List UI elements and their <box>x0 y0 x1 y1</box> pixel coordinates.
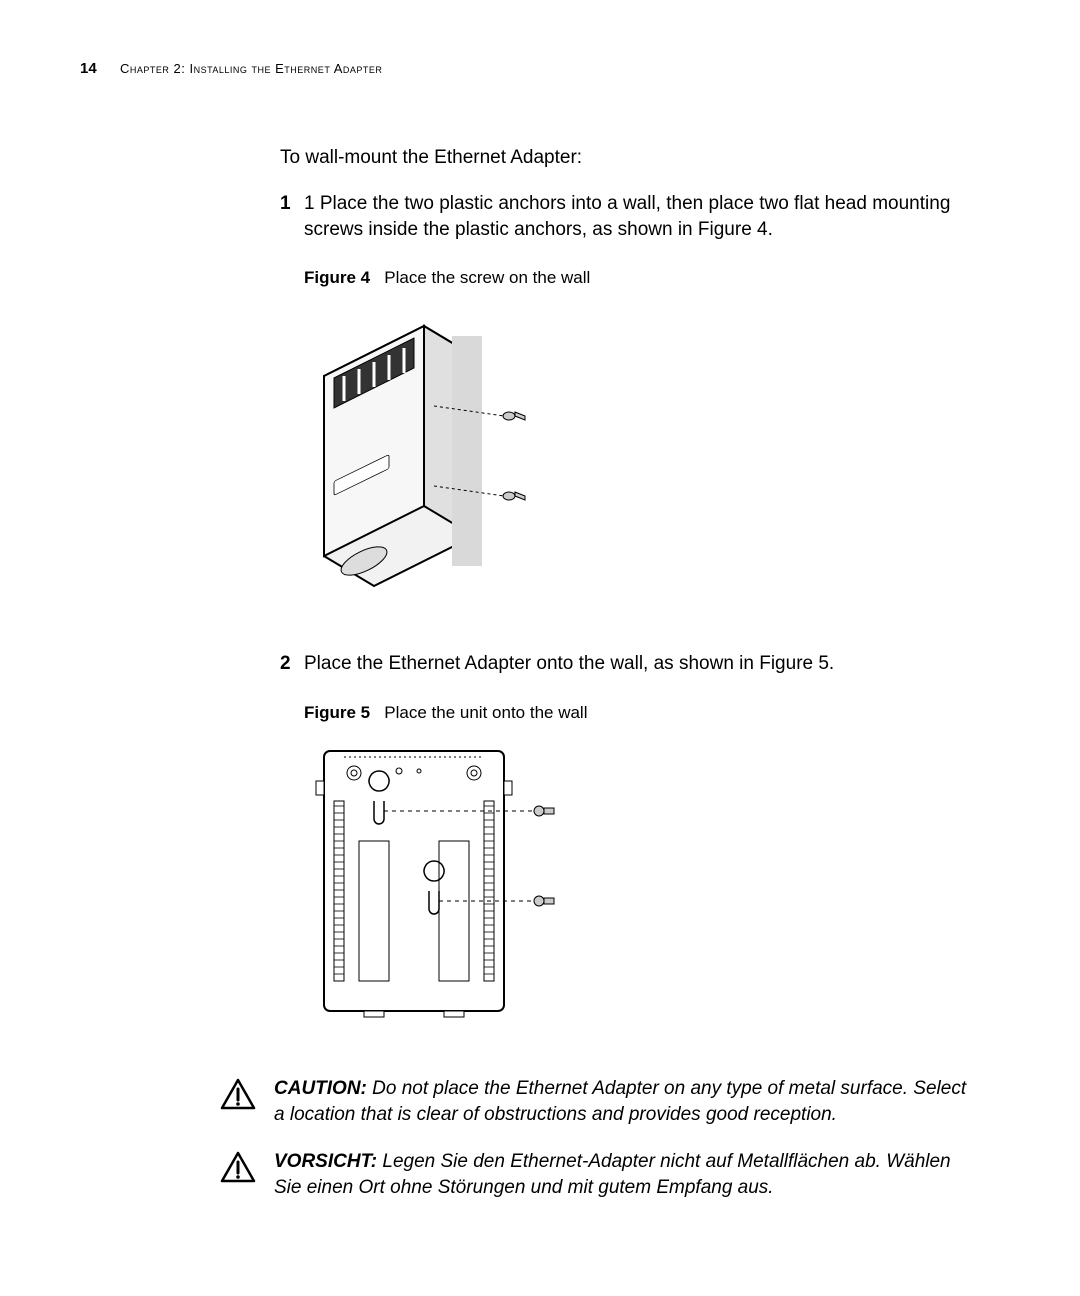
figure-caption-text: Place the unit onto the wall <box>384 703 587 722</box>
page-header: 14 Chapter 2: Installing the Ethernet Ad… <box>80 60 980 77</box>
figure-5-image <box>304 741 980 1036</box>
caution-label: VORSICHT: <box>274 1151 377 1172</box>
step-1: 1 1 Place the two plastic anchors into a… <box>280 191 980 242</box>
figure-5-caption: Figure 5 Place the unit onto the wall <box>304 703 980 723</box>
content-area: To wall-mount the Ethernet Adapter: 1 1 … <box>280 147 980 1200</box>
intro-text: To wall-mount the Ethernet Adapter: <box>280 147 980 169</box>
caution-text-en: CAUTION: Do not place the Ethernet Adapt… <box>274 1076 980 1127</box>
warning-icon <box>220 1078 256 1115</box>
figure-label: Figure 4 <box>304 268 370 287</box>
page-number: 14 <box>80 60 100 77</box>
caution-en: CAUTION: Do not place the Ethernet Adapt… <box>220 1076 980 1127</box>
caution-label: CAUTION: <box>274 1078 367 1099</box>
step-text: 1 Place the two plastic anchors into a w… <box>304 191 980 242</box>
caution-text-de: VORSICHT: Legen Sie den Ethernet-Adapter… <box>274 1149 980 1200</box>
chapter-title: Chapter 2: Installing the Ethernet Adapt… <box>120 61 382 76</box>
caution-body: Do not place the Ethernet Adapter on any… <box>274 1078 966 1125</box>
step-number: 2 <box>280 651 294 677</box>
figure-4-image <box>304 306 980 611</box>
page: 14 Chapter 2: Installing the Ethernet Ad… <box>0 0 1080 1282</box>
step-2: 2 Place the Ethernet Adapter onto the wa… <box>280 651 980 677</box>
figure-4-caption: Figure 4 Place the screw on the wall <box>304 268 980 288</box>
step-number: 1 <box>280 191 294 242</box>
warning-icon <box>220 1151 256 1188</box>
figure-label: Figure 5 <box>304 703 370 722</box>
step-text: Place the Ethernet Adapter onto the wall… <box>304 651 834 677</box>
caution-de: VORSICHT: Legen Sie den Ethernet-Adapter… <box>220 1149 980 1200</box>
figure-caption-text: Place the screw on the wall <box>384 268 590 287</box>
